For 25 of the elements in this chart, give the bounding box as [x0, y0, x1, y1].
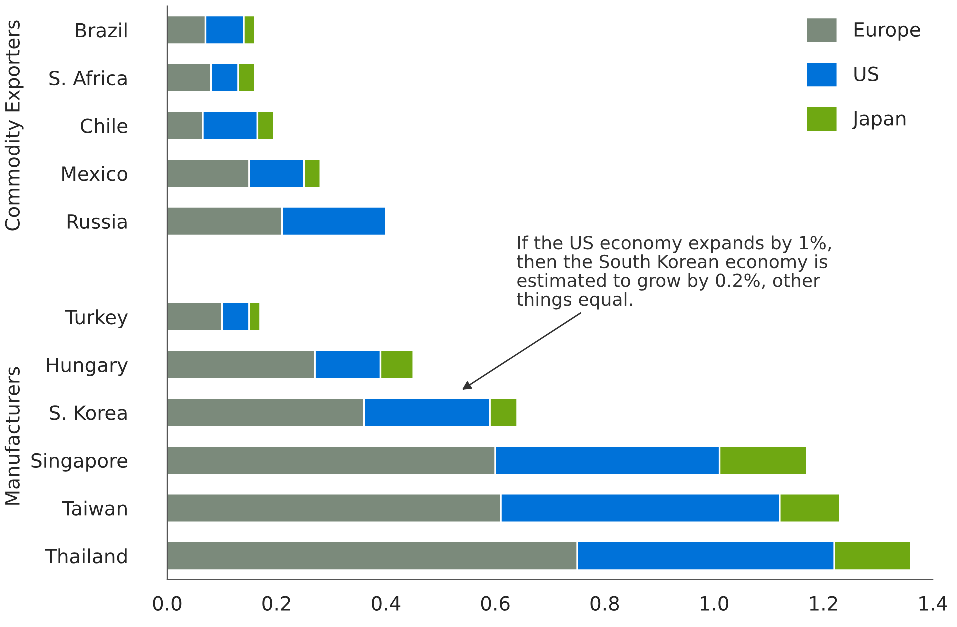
legend-label: Europe: [854, 22, 920, 41]
y-tick-label: Taiwan: [62, 500, 127, 516]
text: Commodity Exporters: [4, 20, 24, 231]
y-tick-label: S. Africa: [50, 70, 127, 86]
x-tick-label: 1.0: [701, 596, 729, 611]
y-tick-label: Turkey: [65, 310, 128, 328]
x-tick-label: 0.6: [481, 596, 510, 611]
y-tick-label: Russia: [68, 214, 127, 230]
text: Manufacturers: [4, 367, 20, 505]
x-tick-label: 0.8: [590, 596, 620, 611]
y-tick-label: Singapore: [32, 453, 128, 472]
y-tick-label: Mexico: [62, 166, 128, 182]
annotation: If the US economy expands by 1%, then the South Korean economy is estimated to grow by 0.2%, other things equal.: [517, 236, 831, 310]
y-tick-label: S. Korea: [50, 406, 127, 420]
x-tick-label: 0.0: [153, 596, 182, 611]
x-tick-label: 0.2: [262, 596, 290, 611]
y-tick-label: Thailand: [45, 548, 127, 564]
y-tick-label: Chile: [81, 118, 128, 134]
y-tick-label: Brazil: [76, 22, 127, 38]
y-tick-label: Hungary: [47, 358, 128, 376]
x-tick-label: 1.2: [810, 596, 838, 611]
legend-label: Japan: [852, 111, 906, 130]
legend-label: US: [854, 66, 879, 82]
x-tick-label: 1.4: [920, 596, 948, 611]
x-tick-label: 0.4: [372, 596, 401, 611]
